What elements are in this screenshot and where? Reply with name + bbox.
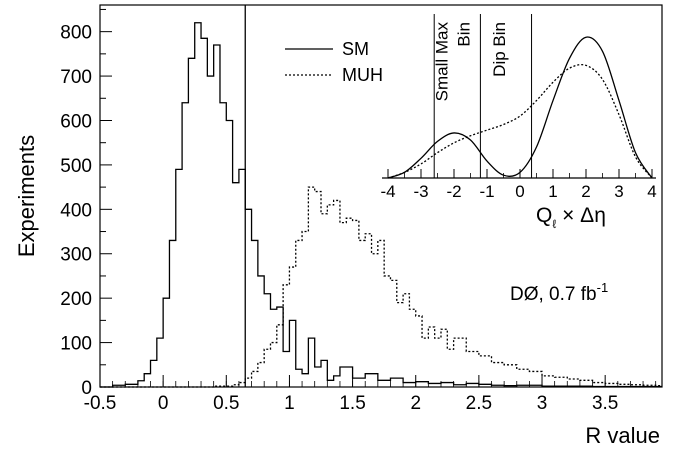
x-tick-label: 3.5 (592, 393, 618, 414)
y-axis-label: Experiments (14, 135, 39, 257)
series-sm-histogram (100, 22, 662, 388)
x-tick-label: 3 (537, 393, 548, 414)
y-tick-label: 200 (60, 289, 92, 310)
y-tick-label: 300 (60, 245, 92, 266)
series-muh-histogram (100, 186, 662, 388)
inset-x-tick-label: 4 (647, 182, 656, 201)
x-tick-label: 2 (410, 393, 421, 414)
y-tick-label: 600 (60, 111, 92, 132)
experiment-annotation: DØ, 0.7 fb-1 (510, 280, 608, 305)
x-tick-label: 0 (158, 393, 169, 414)
inset-x-tick-label: 3 (614, 182, 623, 201)
x-tick-label: 1 (284, 393, 295, 414)
y-tick-label: 700 (60, 67, 92, 88)
inset-series-muh-curve (387, 63, 653, 179)
y-tick-label: 100 (60, 334, 92, 355)
y-tick-label: 800 (60, 23, 92, 44)
legend-label-sm: SM (342, 39, 369, 59)
y-tick-label: 400 (60, 200, 92, 221)
inset-x-tick-label: -2 (446, 182, 461, 201)
y-tick-label: 500 (60, 156, 92, 177)
inset-area: -4 -3 -2 -1 0 1 2 3 4 Qℓ × Δη Small Max Bin Dip Bin (380, 14, 657, 231)
inset-x-axis-label: Qℓ × Δη (536, 204, 606, 231)
x-tick-label: 2.5 (466, 393, 492, 414)
inset-bin-label: Bin (454, 22, 473, 47)
inset-series-sm-curve (387, 36, 653, 179)
legend-label-muh: MUH (342, 65, 383, 85)
legend: SM MUH (285, 39, 383, 85)
x-axis-label: R value (585, 423, 660, 448)
inset-x-tick-label: -4 (380, 182, 395, 201)
inset-x-tick-label: 0 (515, 182, 524, 201)
inset-bin-label: Small Max (432, 22, 451, 102)
inset-x-tick-label: 1 (548, 182, 557, 201)
x-tick-label: 0.5 (213, 393, 239, 414)
x-tick-label: 1.5 (339, 393, 365, 414)
x-tick-label: -0.5 (84, 393, 117, 414)
plot-frame (99, 4, 663, 388)
y-tick-label: 0 (81, 378, 92, 399)
inset-x-tick-label: -3 (413, 182, 428, 201)
inset-x-tick-label: 2 (581, 182, 590, 201)
inset-x-tick-label: -1 (479, 182, 494, 201)
inset-bin-label: Dip Bin (490, 22, 509, 77)
